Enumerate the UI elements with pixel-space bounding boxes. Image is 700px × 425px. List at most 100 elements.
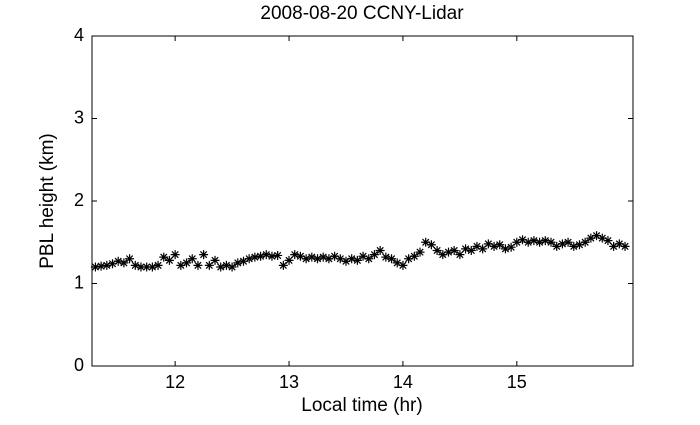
data-point [597,233,607,243]
data-point [284,255,294,265]
data-point [443,247,453,257]
data-point [495,240,505,250]
data-point [506,242,516,252]
data-point [489,241,499,251]
data-point [102,260,112,270]
data-point [159,252,169,262]
y-tick-label: 0 [74,355,84,375]
data-point [278,260,288,270]
data-point [256,251,266,261]
data-point [392,258,402,268]
data-point [164,255,174,265]
x-tick-label: 12 [165,372,185,392]
data-point [244,254,254,264]
data-point [199,250,209,260]
data-point [415,247,425,257]
y-tick-label: 4 [74,25,84,45]
data-point [426,240,436,250]
data-point [227,262,237,272]
data-point [461,244,471,254]
data-point [108,259,118,269]
data-point [563,237,573,247]
data-point [90,262,100,272]
x-tick-label: 14 [393,372,413,392]
data-point [472,241,482,251]
data-point [592,231,602,241]
data-point [478,244,488,254]
y-axis-label: PBL height (km) [37,133,58,269]
data-point [130,260,140,270]
data-point [421,237,431,247]
data-point [193,260,203,270]
data-point [358,251,368,261]
data-point [313,254,323,264]
data-point [210,255,220,265]
data-point [438,250,448,260]
data-point [483,239,493,249]
data-point [409,251,419,261]
data-point [347,254,357,264]
data-point [267,251,277,261]
data-point [125,254,135,264]
data-point [295,251,305,261]
data-point [96,261,106,271]
data-point [136,262,146,272]
data-point [147,262,157,272]
data-point [221,260,231,270]
data-point [187,254,197,264]
data-point [500,244,510,254]
data-point [455,250,465,260]
data-point [580,237,590,247]
data-point [603,236,613,246]
data-point [176,260,186,270]
data-point [404,254,414,264]
data-point [261,250,271,260]
data-point [142,262,152,272]
data-point [449,246,459,255]
x-tick-label: 13 [279,372,299,392]
y-tick-label: 2 [74,190,84,210]
data-point [352,255,362,265]
data-point [535,237,545,247]
data-point [290,250,300,260]
data-point [620,241,630,251]
data-point [369,250,379,260]
data-point [518,235,528,245]
data-point [216,262,226,272]
chart-title: 2008-08-20 CCNY-Lidar [260,3,464,24]
data-point [586,233,596,243]
data-point [609,241,619,251]
data-point [119,258,129,268]
data-point [557,239,567,249]
data-point [569,241,579,251]
data-point [523,237,533,247]
data-point [324,254,334,264]
x-axis-label: Local time (hr) [301,395,422,416]
data-point [153,260,163,270]
data-point [318,252,328,262]
data-point [204,260,214,270]
data-point [301,254,311,264]
data-point [233,258,243,268]
data-point [273,250,283,260]
data-point [335,254,345,264]
data-point [238,256,248,266]
x-tick-label: 15 [507,372,527,392]
data-point [307,252,317,262]
data-point [381,252,391,262]
data-point [432,246,442,255]
data-point [113,256,123,266]
data-point [614,239,624,249]
data-point [250,252,260,262]
data-point [182,258,192,268]
data-point [364,254,374,264]
data-point [512,237,522,247]
data-point [466,246,476,255]
y-tick-label: 1 [74,272,84,292]
data-point [529,236,539,246]
data-point [330,251,340,261]
data-point [574,240,584,250]
data-point [398,260,408,270]
